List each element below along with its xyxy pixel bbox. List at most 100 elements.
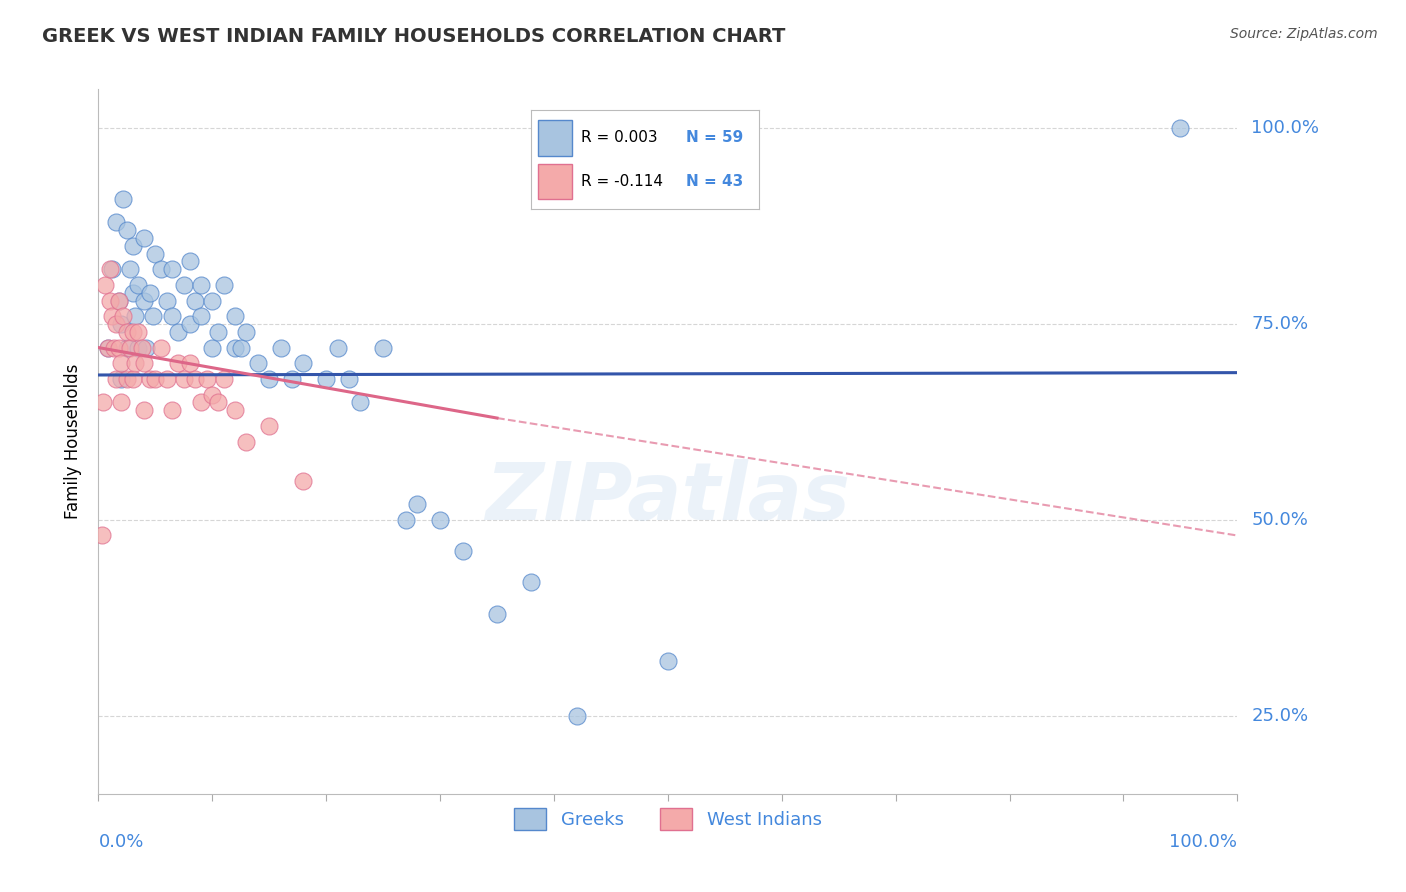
Point (179, 356, 201, 370)
Point (235, 434, 257, 449)
Legend: Greeks, West Indians: Greeks, West Indians (506, 801, 830, 838)
Point (91, 395, 114, 409)
Point (120, 341, 142, 355)
Point (110, 372, 132, 386)
Point (429, 513, 451, 527)
Point (167, 325, 190, 339)
Text: 0.0%: 0.0% (98, 833, 143, 851)
Point (486, 607, 509, 621)
Point (108, 293, 131, 308)
Point (406, 497, 429, 511)
Point (115, 341, 138, 355)
Point (142, 310, 165, 324)
Point (451, 544, 474, 558)
Point (110, 317, 132, 331)
Point (150, 262, 173, 277)
Point (132, 293, 155, 308)
Point (270, 341, 292, 355)
Point (115, 325, 138, 339)
Text: 100.0%: 100.0% (1251, 120, 1319, 137)
Point (115, 223, 138, 237)
Point (259, 372, 281, 386)
Point (131, 341, 153, 355)
Point (565, 708, 588, 723)
Point (292, 474, 315, 488)
Point (371, 341, 394, 355)
Point (145, 372, 167, 386)
Point (90, 528, 112, 542)
Point (104, 215, 127, 229)
Point (520, 575, 543, 590)
Point (1170, 121, 1192, 136)
Point (96, 341, 118, 355)
Point (101, 262, 124, 277)
Point (190, 277, 212, 292)
Point (657, 654, 679, 668)
Point (212, 277, 235, 292)
Point (115, 372, 138, 386)
Point (121, 372, 143, 386)
Point (315, 372, 337, 386)
Point (101, 310, 124, 324)
Text: 75.0%: 75.0% (1251, 315, 1309, 333)
Point (184, 293, 207, 308)
Point (224, 403, 246, 417)
Point (98, 262, 121, 277)
Point (162, 262, 184, 277)
Point (224, 310, 246, 324)
Point (167, 356, 190, 370)
Point (207, 325, 229, 339)
Point (224, 341, 246, 355)
Point (201, 293, 224, 308)
Text: 50.0%: 50.0% (1251, 511, 1308, 529)
Point (124, 310, 146, 324)
Point (179, 317, 201, 331)
Text: Source: ZipAtlas.com: Source: ZipAtlas.com (1230, 27, 1378, 41)
Text: 100.0%: 100.0% (1170, 833, 1237, 851)
Point (108, 341, 131, 355)
Point (112, 310, 135, 324)
Point (121, 285, 143, 300)
Point (235, 325, 257, 339)
Point (104, 372, 127, 386)
Point (184, 372, 207, 386)
Point (110, 356, 132, 370)
Point (127, 277, 149, 292)
Text: ZIPatlas: ZIPatlas (485, 458, 851, 537)
Point (98, 293, 121, 308)
Point (121, 239, 143, 253)
Point (112, 192, 135, 206)
Point (212, 372, 235, 386)
Point (179, 254, 201, 268)
Point (138, 285, 160, 300)
Point (207, 395, 229, 409)
Point (190, 310, 212, 324)
Point (190, 395, 212, 409)
Point (127, 341, 149, 355)
Y-axis label: Family Households: Family Households (65, 364, 83, 519)
Point (94, 277, 117, 292)
Point (138, 372, 160, 386)
Point (162, 403, 184, 417)
Point (173, 372, 195, 386)
Point (229, 341, 252, 355)
Point (132, 403, 155, 417)
Point (132, 231, 155, 245)
Point (124, 356, 146, 370)
Point (150, 341, 173, 355)
Point (110, 395, 132, 409)
Text: GREEK VS WEST INDIAN FAMILY HOUSEHOLDS CORRELATION CHART: GREEK VS WEST INDIAN FAMILY HOUSEHOLDS C… (42, 27, 786, 45)
Point (337, 372, 360, 386)
Point (281, 372, 304, 386)
Point (103, 341, 125, 355)
Point (132, 356, 155, 370)
Point (127, 325, 149, 339)
Point (120, 262, 142, 277)
Point (135, 341, 157, 355)
Point (121, 325, 143, 339)
Point (395, 513, 418, 527)
Point (108, 293, 131, 308)
Point (201, 387, 224, 401)
Point (201, 341, 224, 355)
Point (292, 356, 315, 370)
